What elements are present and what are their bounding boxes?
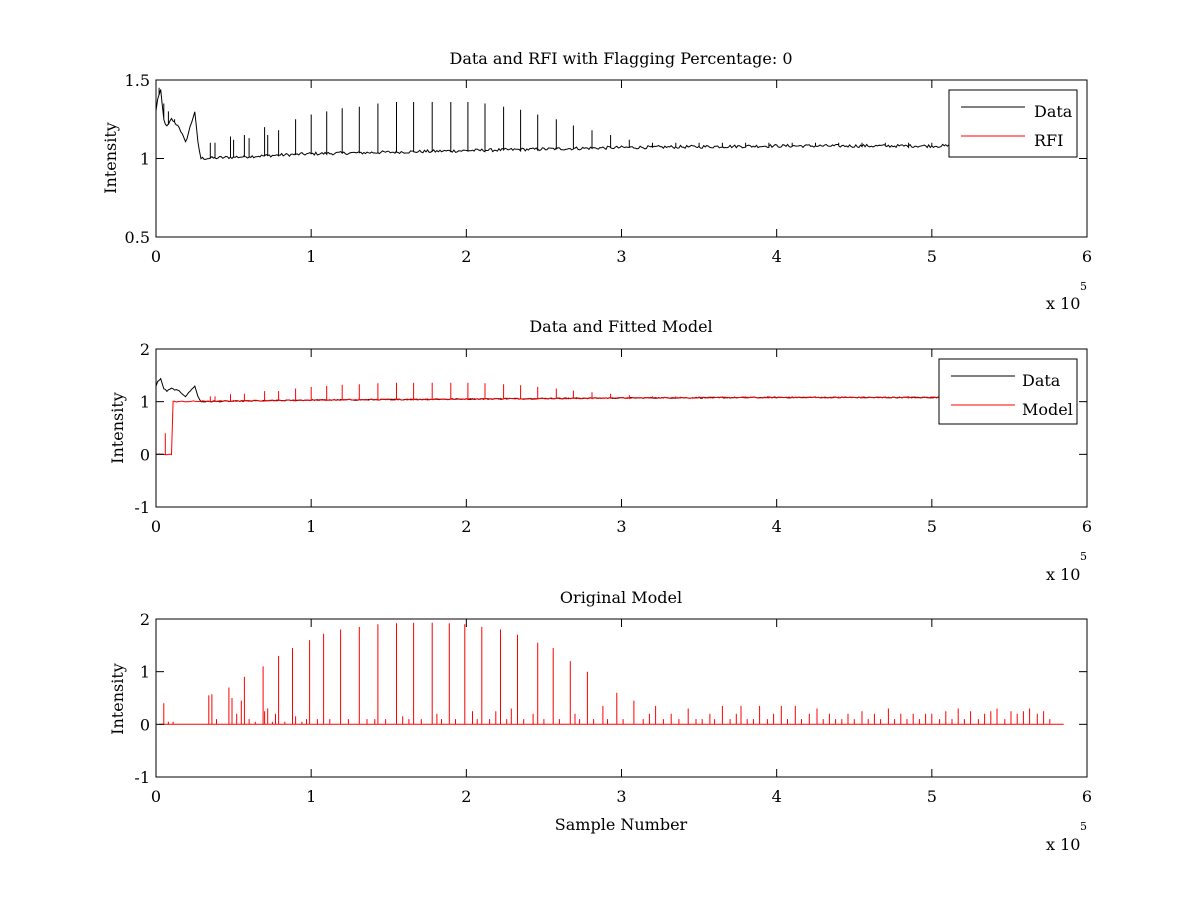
x-multiplier-label: x 10 — [1046, 294, 1080, 313]
plot-area — [159, 622, 1064, 725]
y-tick-label: 0 — [140, 445, 150, 464]
legend-label-data: Data — [1022, 371, 1061, 390]
x-tick-label: 6 — [1082, 247, 1092, 266]
x-tick-label: 4 — [772, 247, 782, 266]
x-tick-label: 0 — [151, 247, 161, 266]
legend-box — [948, 89, 1078, 158]
y-tick-label: 1 — [140, 663, 150, 682]
chart-title: Original Model — [560, 588, 682, 607]
y-tick-label: 2 — [140, 610, 150, 629]
legend-label-rfi: RFI — [1034, 131, 1063, 150]
panel-bottom: Original Model Intensity Sample Number 0… — [108, 588, 1092, 854]
legend: Data RFI — [948, 89, 1078, 158]
x-multiplier-exponent: 5 — [1080, 550, 1087, 563]
x-tick-label: 3 — [616, 787, 626, 806]
y-tick-label: -1 — [134, 498, 150, 517]
y-tick-label: 1 — [140, 393, 150, 412]
plot-area — [156, 87, 995, 160]
x-axis-label: Sample Number — [555, 815, 688, 834]
y-tick-label: -1 — [134, 768, 150, 787]
x-tick-label: 2 — [461, 517, 471, 536]
legend-label-model: Model — [1022, 400, 1073, 419]
y-tick-label: 2 — [140, 340, 150, 359]
x-tick-label: 5 — [927, 517, 937, 536]
x-tick-label: 3 — [616, 247, 626, 266]
y-tick-label: 0.5 — [125, 228, 150, 247]
x-multiplier-label: x 10 — [1046, 565, 1080, 584]
legend: Data Model — [938, 358, 1078, 425]
x-tick-label: 3 — [616, 517, 626, 536]
x-multiplier-label: x 10 — [1046, 835, 1080, 854]
x-tick-label: 4 — [772, 787, 782, 806]
chart-title: Data and RFI with Flagging Percentage: 0 — [449, 49, 792, 68]
panel-top: Data and RFI with Flagging Percentage: 0… — [101, 49, 1092, 313]
x-tick-label: 4 — [772, 517, 782, 536]
x-tick-label: 5 — [927, 787, 937, 806]
x-tick-label: 0 — [151, 517, 161, 536]
x-multiplier-exponent: 5 — [1080, 820, 1087, 833]
series-line-data-0 — [156, 87, 995, 160]
legend-label-data: Data — [1034, 102, 1073, 121]
y-tick-label: 1 — [140, 150, 150, 169]
series-line-model-1 — [156, 382, 995, 456]
y-axis-label: Intensity — [108, 663, 127, 735]
x-tick-label: 0 — [151, 787, 161, 806]
series-line-model-0 — [159, 622, 1064, 725]
x-tick-label: 2 — [461, 787, 471, 806]
y-axis-label: Intensity — [108, 392, 127, 464]
x-multiplier-exponent: 5 — [1080, 280, 1087, 293]
x-tick-label: 1 — [306, 517, 316, 536]
panel-middle: Data and Fitted Model Intensity 0 1 2 3 4 5 6 -… — [108, 317, 1092, 584]
x-tick-label: 5 — [927, 247, 937, 266]
x-tick-label: 1 — [306, 247, 316, 266]
plot-area — [156, 377, 995, 456]
legend-box — [938, 358, 1078, 425]
x-tick-label: 6 — [1082, 787, 1092, 806]
y-tick-label: 1.5 — [125, 71, 150, 90]
chart-title: Data and Fitted Model — [529, 317, 712, 336]
x-tick-label: 6 — [1082, 517, 1092, 536]
y-tick-label: 0 — [140, 715, 150, 734]
x-tick-label: 2 — [461, 247, 471, 266]
tick-group: 0 1 2 3 4 5 6 0.5 1 1.5 — [125, 71, 1093, 266]
x-tick-label: 1 — [306, 787, 316, 806]
y-axis-label: Intensity — [101, 122, 120, 194]
